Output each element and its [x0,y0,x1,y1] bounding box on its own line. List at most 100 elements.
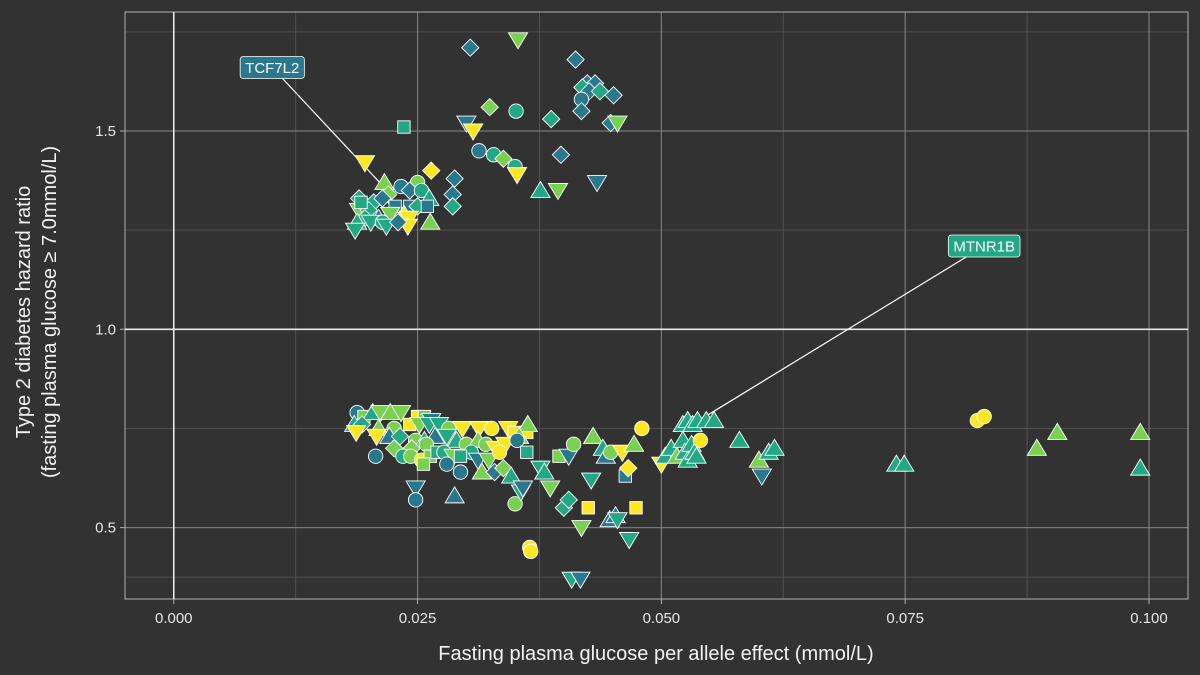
data-point-triangle-down [507,32,529,50]
data-point-triangle-up [764,438,785,456]
annotation-box [947,234,1021,258]
data-point-triangle-down [468,421,490,439]
data-point-circle [452,464,469,480]
data-point-triangle-down [547,183,569,201]
data-point-circle [565,436,582,452]
x-tick-label: 0.025 [399,610,437,627]
data-point-triangle-down [751,468,773,486]
data-point-diamond [551,145,571,165]
x-tick-label: 0.000 [155,610,193,627]
data-point-triangle-down [506,167,528,185]
data-point-triangle-up [893,454,915,472]
data-point-circle [634,420,650,437]
data-point-diamond [443,197,462,216]
data-point-triangle-down [405,480,427,498]
data-point-square [397,120,411,134]
annotation-leader [704,245,985,418]
data-point-triangle-down [354,155,376,173]
data-point-diamond [572,101,591,121]
y-axis-title-line-2: (fasting plasma glucose ≥ 7.0mmol/L) [39,146,61,478]
data-point-circle [484,420,500,437]
data-points [343,32,1151,590]
y-tick-label: 1.5 [95,123,116,140]
data-point-triangle-down [570,571,591,590]
reference-lines [125,12,1188,599]
data-point-triangle-up [444,486,466,504]
data-point-circle [523,543,539,560]
data-point-triangle-down [580,472,602,490]
data-point-diamond [460,38,480,57]
annotation-label: TCF7L2 [245,60,299,77]
data-point-circle [976,408,992,425]
data-point-triangle-up [728,430,750,448]
annotation-label: MTNR1B [953,239,1015,256]
data-point-square [354,195,368,210]
x-tick-label: 0.075 [886,610,924,627]
y-tick-label: 1.0 [95,321,116,338]
annotation-mtnr1b: MTNR1B [947,234,1021,258]
y-axis-ticks: 0.5 1.0 1.5 [95,123,125,537]
data-point-diamond [388,212,408,232]
data-point-triangle-down [586,175,608,193]
data-point-circle [367,448,384,464]
data-point-diamond [480,97,499,117]
grid-lines [125,12,1188,599]
data-point-triangle-up [530,180,551,198]
data-point-triangle-up [419,212,441,230]
data-point-diamond [618,458,638,478]
data-point-diamond [384,439,404,458]
data-point-square [420,199,434,213]
x-tick-label: 0.100 [1130,610,1168,627]
data-point-circle [692,432,709,449]
data-point-triangle-down [607,512,628,530]
data-point-triangle-down [618,532,640,550]
data-point-diamond [590,82,610,101]
data-point-square [629,501,643,515]
data-point-circle [407,492,424,508]
data-point-circle [508,103,524,119]
plot-border [124,11,1189,600]
data-point-triangle-down [539,480,561,498]
data-point-diamond [421,161,441,180]
x-axis-title: Fasting plasma glucose per allele effect… [438,643,873,665]
data-point-triangle-up [500,466,522,484]
data-point-circle [507,496,523,512]
data-point-diamond [604,86,623,105]
data-point-square [581,501,595,515]
data-point-triangle-down [478,452,500,471]
data-point-circle [471,143,487,159]
annotation-labels: TCF7L2 MTNR1B [239,56,1021,258]
data-point-triangle-up [582,426,604,444]
data-point-circle [491,444,508,460]
data-point-triangle-down [390,405,412,423]
data-point-triangle-down [462,123,484,141]
data-point-square [416,457,431,471]
data-point-triangle-up [686,446,707,464]
data-point-triangle-down [366,428,388,447]
data-point-triangle-down [344,222,366,241]
data-point-triangle-up [533,462,555,480]
data-point-square [520,445,534,459]
data-point-triangle-up [1129,458,1151,476]
y-axis-title: Type 2 diabetes hazard ratio (fasting pl… [13,146,61,478]
data-point-triangle-down [452,421,473,439]
data-point-triangle-up [1129,422,1151,440]
data-point-triangle-down [512,480,534,498]
data-point-diamond [494,149,513,168]
data-point-triangle-up [517,414,539,432]
annotation-tcf7l2: TCF7L2 [239,56,305,79]
data-point-circle [509,432,525,449]
data-point-triangle-up [703,410,725,428]
data-point-diamond [352,415,372,434]
y-axis-title-line-1: Type 2 diabetes hazard ratio [13,186,35,438]
y-tick-label: 0.5 [95,520,116,537]
data-point-diamond [559,490,578,510]
x-tick-label: 0.050 [643,610,681,627]
data-point-triangle-up [1026,438,1048,456]
data-point-square [453,449,468,463]
data-point-triangle-down [571,520,592,538]
data-point-diamond [566,50,585,69]
data-point-triangle-up [623,434,645,452]
